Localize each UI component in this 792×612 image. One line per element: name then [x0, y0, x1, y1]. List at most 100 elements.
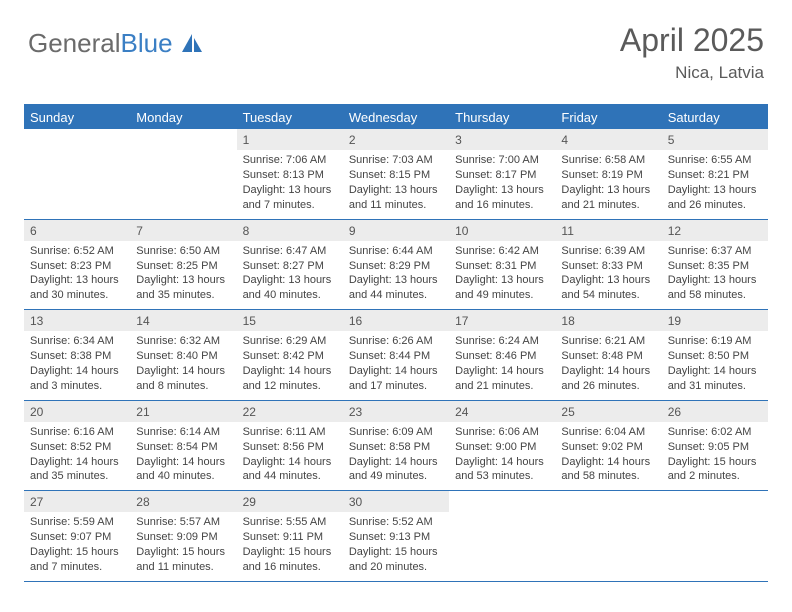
day-cell: 6Sunrise: 6:52 AMSunset: 8:23 PMDaylight…: [24, 220, 130, 310]
day-number: 1: [237, 129, 343, 150]
daylight-text: Daylight: 14 hours and 17 minutes.: [349, 364, 443, 394]
day-body: Sunrise: 7:00 AMSunset: 8:17 PMDaylight:…: [449, 150, 555, 218]
day-body: Sunrise: 6:14 AMSunset: 8:54 PMDaylight:…: [130, 422, 236, 490]
day-number: 4: [555, 129, 661, 150]
day-body: Sunrise: 6:50 AMSunset: 8:25 PMDaylight:…: [130, 241, 236, 309]
sunset-text: Sunset: 9:11 PM: [243, 530, 337, 545]
day-cell: 3Sunrise: 7:00 AMSunset: 8:17 PMDaylight…: [449, 129, 555, 219]
sunrise-text: Sunrise: 6:09 AM: [349, 425, 443, 440]
day-cell: 28Sunrise: 5:57 AMSunset: 9:09 PMDayligh…: [130, 491, 236, 581]
daylight-text: Daylight: 13 hours and 44 minutes.: [349, 273, 443, 303]
sunset-text: Sunset: 8:46 PM: [455, 349, 549, 364]
day-body: Sunrise: 6:47 AMSunset: 8:27 PMDaylight:…: [237, 241, 343, 309]
sunrise-text: Sunrise: 7:06 AM: [243, 153, 337, 168]
daylight-text: Daylight: 15 hours and 16 minutes.: [243, 545, 337, 575]
calendar: SundayMondayTuesdayWednesdayThursdayFrid…: [24, 104, 768, 582]
weekday-label: Wednesday: [343, 106, 449, 129]
day-body: Sunrise: 6:42 AMSunset: 8:31 PMDaylight:…: [449, 241, 555, 309]
day-body: Sunrise: 5:59 AMSunset: 9:07 PMDaylight:…: [24, 512, 130, 580]
daylight-text: Daylight: 13 hours and 21 minutes.: [561, 183, 655, 213]
week-row: ..1Sunrise: 7:06 AMSunset: 8:13 PMDaylig…: [24, 129, 768, 220]
day-body: Sunrise: 5:55 AMSunset: 9:11 PMDaylight:…: [237, 512, 343, 580]
day-cell: 18Sunrise: 6:21 AMSunset: 8:48 PMDayligh…: [555, 310, 661, 400]
day-cell: .: [449, 491, 555, 581]
day-cell: 16Sunrise: 6:26 AMSunset: 8:44 PMDayligh…: [343, 310, 449, 400]
sunset-text: Sunset: 8:38 PM: [30, 349, 124, 364]
day-body: Sunrise: 6:19 AMSunset: 8:50 PMDaylight:…: [662, 331, 768, 399]
day-body: Sunrise: 5:52 AMSunset: 9:13 PMDaylight:…: [343, 512, 449, 580]
sunset-text: Sunset: 9:13 PM: [349, 530, 443, 545]
daylight-text: Daylight: 14 hours and 49 minutes.: [349, 455, 443, 485]
day-body: Sunrise: 6:06 AMSunset: 9:00 PMDaylight:…: [449, 422, 555, 490]
sunrise-text: Sunrise: 6:16 AM: [30, 425, 124, 440]
sunrise-text: Sunrise: 6:39 AM: [561, 244, 655, 259]
day-cell: 8Sunrise: 6:47 AMSunset: 8:27 PMDaylight…: [237, 220, 343, 310]
logo-text-gray: General: [28, 28, 121, 58]
sunset-text: Sunset: 9:05 PM: [668, 440, 762, 455]
daylight-text: Daylight: 13 hours and 49 minutes.: [455, 273, 549, 303]
daylight-text: Daylight: 14 hours and 53 minutes.: [455, 455, 549, 485]
sunset-text: Sunset: 8:27 PM: [243, 259, 337, 274]
day-number: 5: [662, 129, 768, 150]
day-cell: 21Sunrise: 6:14 AMSunset: 8:54 PMDayligh…: [130, 401, 236, 491]
sunset-text: Sunset: 8:50 PM: [668, 349, 762, 364]
daylight-text: Daylight: 14 hours and 40 minutes.: [136, 455, 230, 485]
week-row: 27Sunrise: 5:59 AMSunset: 9:07 PMDayligh…: [24, 491, 768, 582]
sunrise-text: Sunrise: 6:37 AM: [668, 244, 762, 259]
sunset-text: Sunset: 8:35 PM: [668, 259, 762, 274]
day-cell: 14Sunrise: 6:32 AMSunset: 8:40 PMDayligh…: [130, 310, 236, 400]
day-number: 10: [449, 220, 555, 241]
daylight-text: Daylight: 15 hours and 11 minutes.: [136, 545, 230, 575]
sunrise-text: Sunrise: 6:55 AM: [668, 153, 762, 168]
week-row: 6Sunrise: 6:52 AMSunset: 8:23 PMDaylight…: [24, 220, 768, 311]
sunrise-text: Sunrise: 6:34 AM: [30, 334, 124, 349]
day-cell: 19Sunrise: 6:19 AMSunset: 8:50 PMDayligh…: [662, 310, 768, 400]
sunrise-text: Sunrise: 6:50 AM: [136, 244, 230, 259]
page-title: April 2025: [620, 22, 764, 59]
day-body: Sunrise: 6:09 AMSunset: 8:58 PMDaylight:…: [343, 422, 449, 490]
sunrise-text: Sunrise: 5:55 AM: [243, 515, 337, 530]
day-number: 2: [343, 129, 449, 150]
day-cell: 17Sunrise: 6:24 AMSunset: 8:46 PMDayligh…: [449, 310, 555, 400]
day-number: 18: [555, 310, 661, 331]
day-cell: .: [662, 491, 768, 581]
daylight-text: Daylight: 15 hours and 7 minutes.: [30, 545, 124, 575]
sunset-text: Sunset: 8:25 PM: [136, 259, 230, 274]
daylight-text: Daylight: 13 hours and 54 minutes.: [561, 273, 655, 303]
day-number: 13: [24, 310, 130, 331]
sunset-text: Sunset: 8:58 PM: [349, 440, 443, 455]
day-body: Sunrise: 6:44 AMSunset: 8:29 PMDaylight:…: [343, 241, 449, 309]
daylight-text: Daylight: 14 hours and 26 minutes.: [561, 364, 655, 394]
sunset-text: Sunset: 8:44 PM: [349, 349, 443, 364]
sunrise-text: Sunrise: 6:24 AM: [455, 334, 549, 349]
sunset-text: Sunset: 9:07 PM: [30, 530, 124, 545]
daylight-text: Daylight: 13 hours and 11 minutes.: [349, 183, 443, 213]
sunset-text: Sunset: 9:09 PM: [136, 530, 230, 545]
day-cell: 20Sunrise: 6:16 AMSunset: 8:52 PMDayligh…: [24, 401, 130, 491]
day-cell: .: [24, 129, 130, 219]
daylight-text: Daylight: 13 hours and 58 minutes.: [668, 273, 762, 303]
sunrise-text: Sunrise: 6:14 AM: [136, 425, 230, 440]
sunset-text: Sunset: 8:52 PM: [30, 440, 124, 455]
sunrise-text: Sunrise: 6:44 AM: [349, 244, 443, 259]
day-body: Sunrise: 6:34 AMSunset: 8:38 PMDaylight:…: [24, 331, 130, 399]
day-number: 7: [130, 220, 236, 241]
daylight-text: Daylight: 14 hours and 35 minutes.: [30, 455, 124, 485]
day-cell: 24Sunrise: 6:06 AMSunset: 9:00 PMDayligh…: [449, 401, 555, 491]
day-number: 24: [449, 401, 555, 422]
week-row: 20Sunrise: 6:16 AMSunset: 8:52 PMDayligh…: [24, 401, 768, 492]
day-cell: .: [130, 129, 236, 219]
day-body: Sunrise: 6:52 AMSunset: 8:23 PMDaylight:…: [24, 241, 130, 309]
sunset-text: Sunset: 8:17 PM: [455, 168, 549, 183]
day-cell: .: [555, 491, 661, 581]
sunrise-text: Sunrise: 6:52 AM: [30, 244, 124, 259]
sunrise-text: Sunrise: 5:52 AM: [349, 515, 443, 530]
day-number: 26: [662, 401, 768, 422]
sunrise-text: Sunrise: 5:57 AM: [136, 515, 230, 530]
sunrise-text: Sunrise: 6:21 AM: [561, 334, 655, 349]
day-body: Sunrise: 6:55 AMSunset: 8:21 PMDaylight:…: [662, 150, 768, 218]
sunrise-text: Sunrise: 6:11 AM: [243, 425, 337, 440]
sunset-text: Sunset: 8:19 PM: [561, 168, 655, 183]
day-number: 3: [449, 129, 555, 150]
sunrise-text: Sunrise: 6:42 AM: [455, 244, 549, 259]
